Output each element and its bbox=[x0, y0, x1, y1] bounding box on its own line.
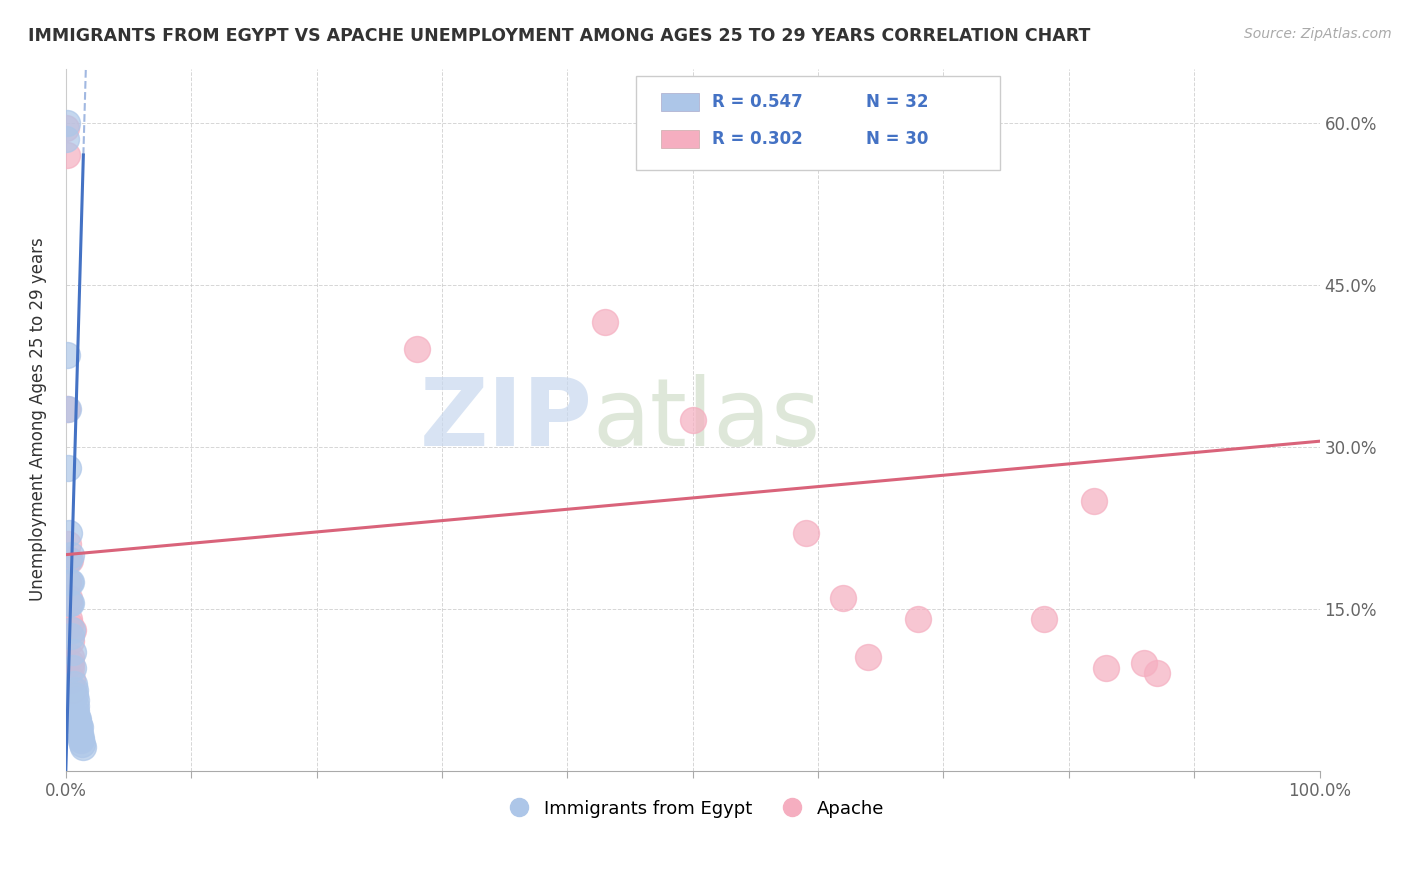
Point bbox=[59, 634, 82, 648]
Point bbox=[593, 315, 616, 329]
Point bbox=[62, 624, 84, 638]
Point bbox=[56, 115, 79, 129]
Point bbox=[60, 596, 83, 610]
Point bbox=[69, 721, 91, 735]
Point bbox=[56, 537, 79, 551]
Point bbox=[59, 650, 82, 665]
Point bbox=[1133, 656, 1156, 670]
Point bbox=[58, 461, 80, 475]
Point bbox=[62, 661, 84, 675]
Point bbox=[60, 672, 83, 686]
Point bbox=[1083, 493, 1105, 508]
Text: ZIP: ZIP bbox=[419, 374, 592, 466]
Point bbox=[59, 548, 82, 562]
Point bbox=[1032, 612, 1054, 626]
Point bbox=[58, 591, 80, 605]
Bar bbox=[661, 130, 699, 148]
Point bbox=[62, 645, 84, 659]
Point bbox=[66, 709, 89, 723]
Point bbox=[55, 132, 77, 146]
Point bbox=[70, 733, 93, 747]
Point bbox=[56, 148, 79, 162]
Point bbox=[58, 596, 80, 610]
Point bbox=[832, 591, 855, 605]
Point bbox=[70, 731, 93, 746]
Text: IMMIGRANTS FROM EGYPT VS APACHE UNEMPLOYMENT AMONG AGES 25 TO 29 YEARS CORRELATI: IMMIGRANTS FROM EGYPT VS APACHE UNEMPLOY… bbox=[28, 27, 1091, 45]
Text: Source: ZipAtlas.com: Source: ZipAtlas.com bbox=[1244, 27, 1392, 41]
Point bbox=[56, 401, 79, 416]
Point bbox=[59, 596, 82, 610]
Text: R = 0.547: R = 0.547 bbox=[711, 93, 803, 111]
Point bbox=[62, 682, 84, 697]
Point bbox=[794, 526, 817, 541]
Point bbox=[58, 612, 80, 626]
Point bbox=[59, 618, 82, 632]
Point bbox=[67, 715, 90, 730]
Point bbox=[55, 120, 77, 135]
Point bbox=[58, 553, 80, 567]
Point bbox=[405, 343, 427, 357]
Bar bbox=[661, 93, 699, 111]
Point bbox=[67, 718, 90, 732]
Point bbox=[66, 712, 89, 726]
Point bbox=[69, 726, 91, 740]
Point bbox=[56, 401, 79, 416]
Text: atlas: atlas bbox=[592, 374, 821, 466]
Point bbox=[65, 693, 87, 707]
Point bbox=[56, 553, 79, 567]
Point bbox=[56, 348, 79, 362]
Point bbox=[1095, 661, 1118, 675]
Point bbox=[70, 737, 93, 751]
Point bbox=[60, 661, 83, 675]
Text: N = 30: N = 30 bbox=[866, 130, 928, 148]
Point bbox=[60, 574, 83, 589]
Point bbox=[59, 629, 82, 643]
Point bbox=[63, 677, 86, 691]
Point bbox=[1146, 666, 1168, 681]
Point bbox=[58, 526, 80, 541]
Point bbox=[65, 704, 87, 718]
Point bbox=[58, 574, 80, 589]
Point bbox=[58, 553, 80, 567]
Legend: Immigrants from Egypt, Apache: Immigrants from Egypt, Apache bbox=[494, 792, 891, 825]
Point bbox=[682, 412, 704, 426]
FancyBboxPatch shape bbox=[637, 76, 1000, 170]
Point bbox=[907, 612, 929, 626]
Point bbox=[65, 698, 87, 713]
Text: R = 0.302: R = 0.302 bbox=[711, 130, 803, 148]
Point bbox=[58, 574, 80, 589]
Point bbox=[60, 624, 83, 638]
Text: N = 32: N = 32 bbox=[866, 93, 928, 111]
Point bbox=[72, 739, 94, 754]
Point bbox=[63, 688, 86, 702]
Point bbox=[858, 650, 880, 665]
Point bbox=[63, 682, 86, 697]
Y-axis label: Unemployment Among Ages 25 to 29 years: Unemployment Among Ages 25 to 29 years bbox=[30, 238, 46, 601]
Point bbox=[60, 656, 83, 670]
